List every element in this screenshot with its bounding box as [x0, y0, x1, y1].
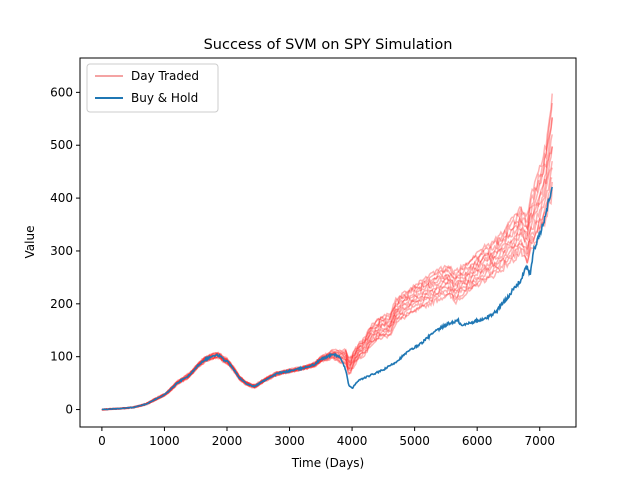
chart-title: Success of SVM on SPY Simulation: [204, 37, 453, 53]
y-axis-label: Value: [23, 226, 37, 259]
legend-label-day-traded: Day Traded: [131, 69, 199, 83]
x-tick-label: 6000: [462, 434, 493, 448]
x-tick-label: 3000: [274, 434, 305, 448]
x-tick-label: 1000: [149, 434, 180, 448]
day-traded-line: [101, 118, 553, 411]
plot-frame: [79, 57, 577, 428]
y-tick-label: 600: [50, 85, 73, 99]
day-traded-line: [101, 93, 553, 411]
x-tick-label: 5000: [399, 434, 430, 448]
y-axis: 0 100 200 300 400 500 600: [50, 85, 80, 417]
y-tick-label: 200: [50, 297, 73, 311]
x-axis-label: Time (Days): [291, 456, 365, 470]
x-tick-label: 2000: [212, 434, 243, 448]
y-tick-label: 300: [50, 244, 73, 258]
x-tick-label: 4000: [337, 434, 368, 448]
legend-label-buy-hold: Buy & Hold: [131, 91, 198, 105]
x-tick-label: 0: [98, 434, 106, 448]
x-axis: 0 1000 2000 3000 4000 5000 6000 7000: [98, 427, 555, 448]
y-tick-label: 0: [65, 403, 73, 417]
day-traded-line: [101, 181, 553, 411]
y-tick-label: 500: [50, 138, 73, 152]
x-tick-label: 7000: [524, 434, 555, 448]
legend: Day Traded Buy & Hold: [86, 63, 219, 113]
day-traded-line: [101, 103, 553, 411]
y-tick-label: 400: [50, 191, 73, 205]
y-tick-label: 100: [50, 350, 73, 364]
day-traded-line: [101, 189, 553, 411]
series-layer: [101, 93, 553, 411]
buy-hold-line: [101, 186, 553, 411]
